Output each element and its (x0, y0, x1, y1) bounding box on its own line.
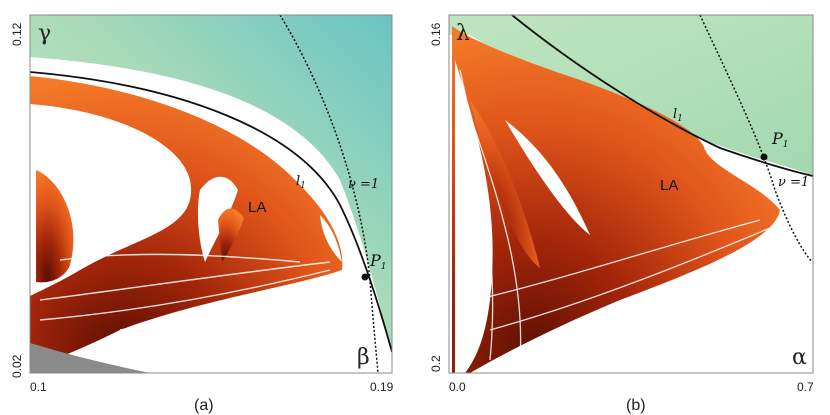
panel-a: γ β LA l1 ν =1 P1 0.12 0.02 0.1 0.19 (a) (10, 14, 394, 414)
panel-a-y-min-tick: 0.02 (10, 354, 24, 378)
panel-b-p1-label: P1 (771, 129, 789, 150)
panel-a-caption: (a) (194, 397, 214, 414)
panel-a-neutral-label: ν =1 (348, 177, 379, 192)
panel-b-y-min-tick: 0.2 (429, 355, 443, 372)
panel-a-la-label: LA (248, 199, 266, 216)
panel-a-gray-region (30, 343, 150, 373)
panel-a-neutral-curve (279, 15, 379, 373)
panel-b-x-symbol: α (792, 345, 807, 370)
panel-b-frame (448, 14, 814, 374)
panel-a-x-max-tick: 0.19 (370, 380, 394, 394)
panel-a-x-symbol: β (357, 345, 370, 370)
panel-b-stable-region (449, 15, 813, 175)
panel-a-stable-region (30, 15, 392, 352)
panel-a-point-p1 (361, 273, 369, 281)
panel-b-la-region (452, 26, 780, 373)
panel-b-y-symbol: λ (456, 21, 470, 46)
panel-b-y-max-tick: 0.16 (429, 22, 443, 46)
panel-b-x-min-tick: 0.0 (449, 380, 466, 394)
panel-a-frame (29, 14, 393, 374)
panel-b-neutral-label: ν =1 (778, 175, 809, 190)
panel-b-caption: (b) (626, 397, 646, 414)
panel-a-x-min-tick: 0.1 (30, 380, 47, 394)
panel-a-l1-label: l1 (296, 174, 306, 191)
panel-b-l1-label: l1 (673, 107, 683, 124)
panel-b-x-max-tick: 0.7 (797, 380, 814, 394)
panel-a-p1-label: P1 (369, 251, 387, 272)
panel-b-point-p1 (760, 153, 768, 161)
panel-b-l1-curve (511, 15, 813, 177)
panel-a-y-max-tick: 0.12 (10, 22, 24, 46)
panel-a-y-symbol: γ (38, 21, 51, 46)
panel-b-la-label: LA (660, 177, 678, 194)
panel-b: λ α LA l1 ν =1 P1 0.16 0.2 0.0 0.7 (b) (429, 14, 814, 414)
